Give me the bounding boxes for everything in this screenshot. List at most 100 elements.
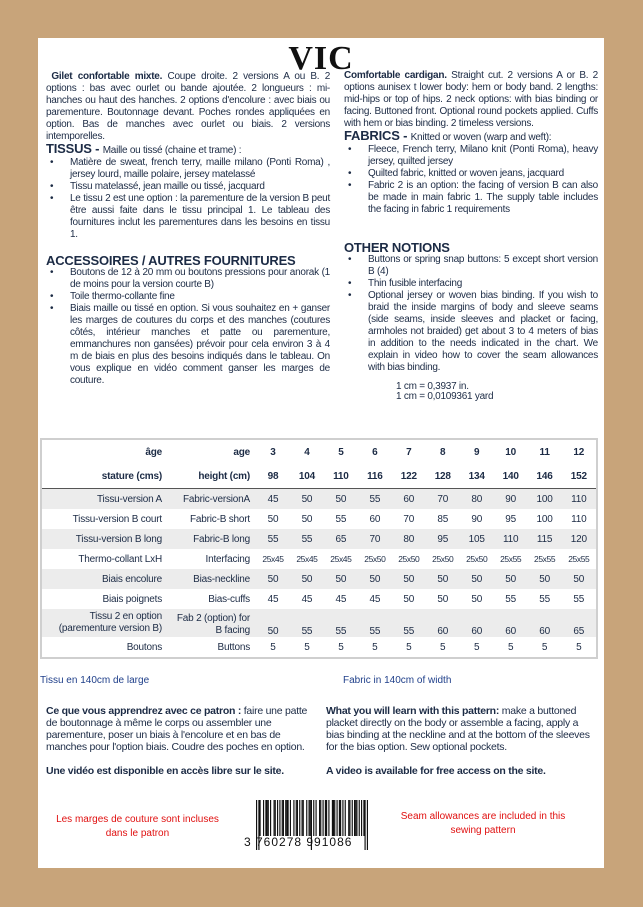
table-cell: 5 xyxy=(576,641,582,653)
barcode-bar xyxy=(333,800,335,836)
barcode-bar xyxy=(355,800,357,836)
barcode-bar xyxy=(286,800,288,836)
table-cell: 50 xyxy=(301,513,313,525)
fr-notions-list: Boutons de 12 à 20 mm ou boutons pressio… xyxy=(46,267,330,387)
en-fabrics-heading: FABRICS - Knitted or woven (warp and wef… xyxy=(344,128,552,143)
list-item: Biais maille ou tissé en option. Si vous… xyxy=(50,303,330,387)
fr-seam-allowance-note: Les marges de couture sont incluses dans… xyxy=(56,814,219,839)
table-cell: 11 xyxy=(539,446,550,458)
table-cell: 50 xyxy=(527,569,562,589)
table-cell: 90 xyxy=(493,488,528,509)
barcode-bar xyxy=(351,800,353,836)
barcode-bar xyxy=(306,800,308,836)
table-row: Biais encolure Bias-neckline 50 50 50 50 50 50 5… xyxy=(41,569,597,589)
row-label-fr: Tissu 2 en option (parementure version B… xyxy=(41,609,168,637)
barcode-bar xyxy=(313,800,315,836)
table-cell: 55 xyxy=(335,513,347,525)
barcode-bar xyxy=(340,800,342,836)
table-cell: 98 xyxy=(256,464,290,489)
table-cell: 50 xyxy=(391,569,426,589)
table-cell: 70 xyxy=(425,488,460,509)
barcode-bar xyxy=(364,800,366,850)
table-cell: 25x45 xyxy=(330,554,352,564)
table-cell: 55 xyxy=(289,529,324,549)
table-row: stature (cms) height (cm) 98 104 110 116 122 12… xyxy=(41,464,597,489)
list-item: Fleece, French terry, Milano knit (Ponti… xyxy=(348,144,598,168)
barcode-bar xyxy=(319,800,321,836)
table-cell: 25x55 xyxy=(568,554,590,564)
list-item: Tissu matelassé, jean maille ou tissé, j… xyxy=(50,181,330,193)
barcode-bar xyxy=(256,800,258,850)
table-cell: 25x50 xyxy=(432,554,454,564)
english-column: Comfortable cardigan. Straight cut. 2 ve… xyxy=(344,70,598,402)
french-column: Gilet confortable mixte. Coupe droite. 2… xyxy=(46,71,330,387)
table-cell: 105 xyxy=(459,529,494,549)
table-cell: 100 xyxy=(527,488,562,509)
table-cell: 9 xyxy=(474,446,480,458)
table-cell: 104 xyxy=(289,464,324,489)
table-cell: 45 xyxy=(301,593,313,605)
table-cell: 50 xyxy=(493,569,528,589)
table-cell: 45 xyxy=(267,593,279,605)
barcode-bar xyxy=(326,800,328,836)
table-cell: 50 xyxy=(403,593,415,605)
pattern-title: VIC xyxy=(288,40,354,77)
table-cell: 45 xyxy=(369,593,381,605)
table-cell: 5 xyxy=(474,641,480,653)
row-label-fr: stature (cms) xyxy=(41,464,168,489)
table-cell: 25x50 xyxy=(466,554,488,564)
list-item: Optional jersey or woven bias binding. I… xyxy=(348,290,598,374)
barcode-bar xyxy=(320,800,322,836)
table-cell: 6 xyxy=(372,446,378,458)
en-video-note: A video is available for free access on … xyxy=(326,765,546,777)
barcode-bar xyxy=(344,800,346,836)
table-cell: 55 xyxy=(256,529,290,549)
table-cell: 50 xyxy=(459,569,494,589)
table-cell: 7 xyxy=(406,446,412,458)
row-label-en: Fab 2 (option) for B facing xyxy=(168,609,256,637)
row-label-en: Interfacing xyxy=(205,553,251,565)
barcode-bar xyxy=(324,800,326,836)
barcode xyxy=(256,800,368,850)
row-label-fr: Thermo-collant LxH xyxy=(78,553,162,565)
table-cell: 50 xyxy=(471,593,483,605)
table-cell: 45 xyxy=(335,593,347,605)
table-cell: 55 xyxy=(357,609,392,637)
pattern-sheet: VIC Gilet confortable mixte. Coupe droit… xyxy=(38,38,604,868)
fr-fabrics-list: Matière de sweat, french terry, maille m… xyxy=(46,157,330,241)
table-cell: 95 xyxy=(425,529,460,549)
table-cell: 5 xyxy=(338,446,344,458)
table-cell: 55 xyxy=(505,593,517,605)
table-row: Tissu-version B court Fabric-B short 50 50 5… xyxy=(41,509,597,529)
table-cell: 25x45 xyxy=(296,554,318,564)
table-cell: 70 xyxy=(357,529,392,549)
row-label-en: age xyxy=(233,446,250,458)
table-cell: 50 xyxy=(323,488,358,509)
row-label-fr: Tissu-version B court xyxy=(72,513,163,525)
barcode-bar xyxy=(273,800,275,836)
row-label-en: Fabric-versionA xyxy=(168,488,256,509)
en-intro: Comfortable cardigan. Straight cut. 2 ve… xyxy=(344,70,598,129)
table-cell: 60 xyxy=(493,609,528,637)
fr-fabrics-heading: TISSUS - Maille ou tissé (chaine et tram… xyxy=(46,141,242,156)
table-cell: 10 xyxy=(505,446,517,458)
table-cell: 60 xyxy=(369,513,381,525)
barcode-bar xyxy=(309,800,311,836)
table-cell: 50 xyxy=(289,569,324,589)
barcode-bar xyxy=(315,800,317,836)
table-cell: 50 xyxy=(323,569,358,589)
barcode-bar xyxy=(295,800,297,836)
en-learn: What you will learn with this pattern: m… xyxy=(326,705,598,777)
barcode-bar xyxy=(363,800,365,836)
barcode-bar xyxy=(348,800,350,836)
table-cell: 60 xyxy=(391,488,426,509)
table-cell: 5 xyxy=(304,641,310,653)
table-cell: 128 xyxy=(425,464,460,489)
table-cell: 12 xyxy=(573,446,585,458)
list-item: Thin fusible interfacing xyxy=(348,278,598,290)
fr-notions-heading: ACCESSOIRES / AUTRES FOURNITURES xyxy=(46,253,296,268)
en-notions-heading: OTHER NOTIONS xyxy=(344,240,450,255)
table-cell: 146 xyxy=(527,464,562,489)
row-label-en: Bias-neckline xyxy=(168,569,256,589)
table-cell: 55 xyxy=(323,609,358,637)
